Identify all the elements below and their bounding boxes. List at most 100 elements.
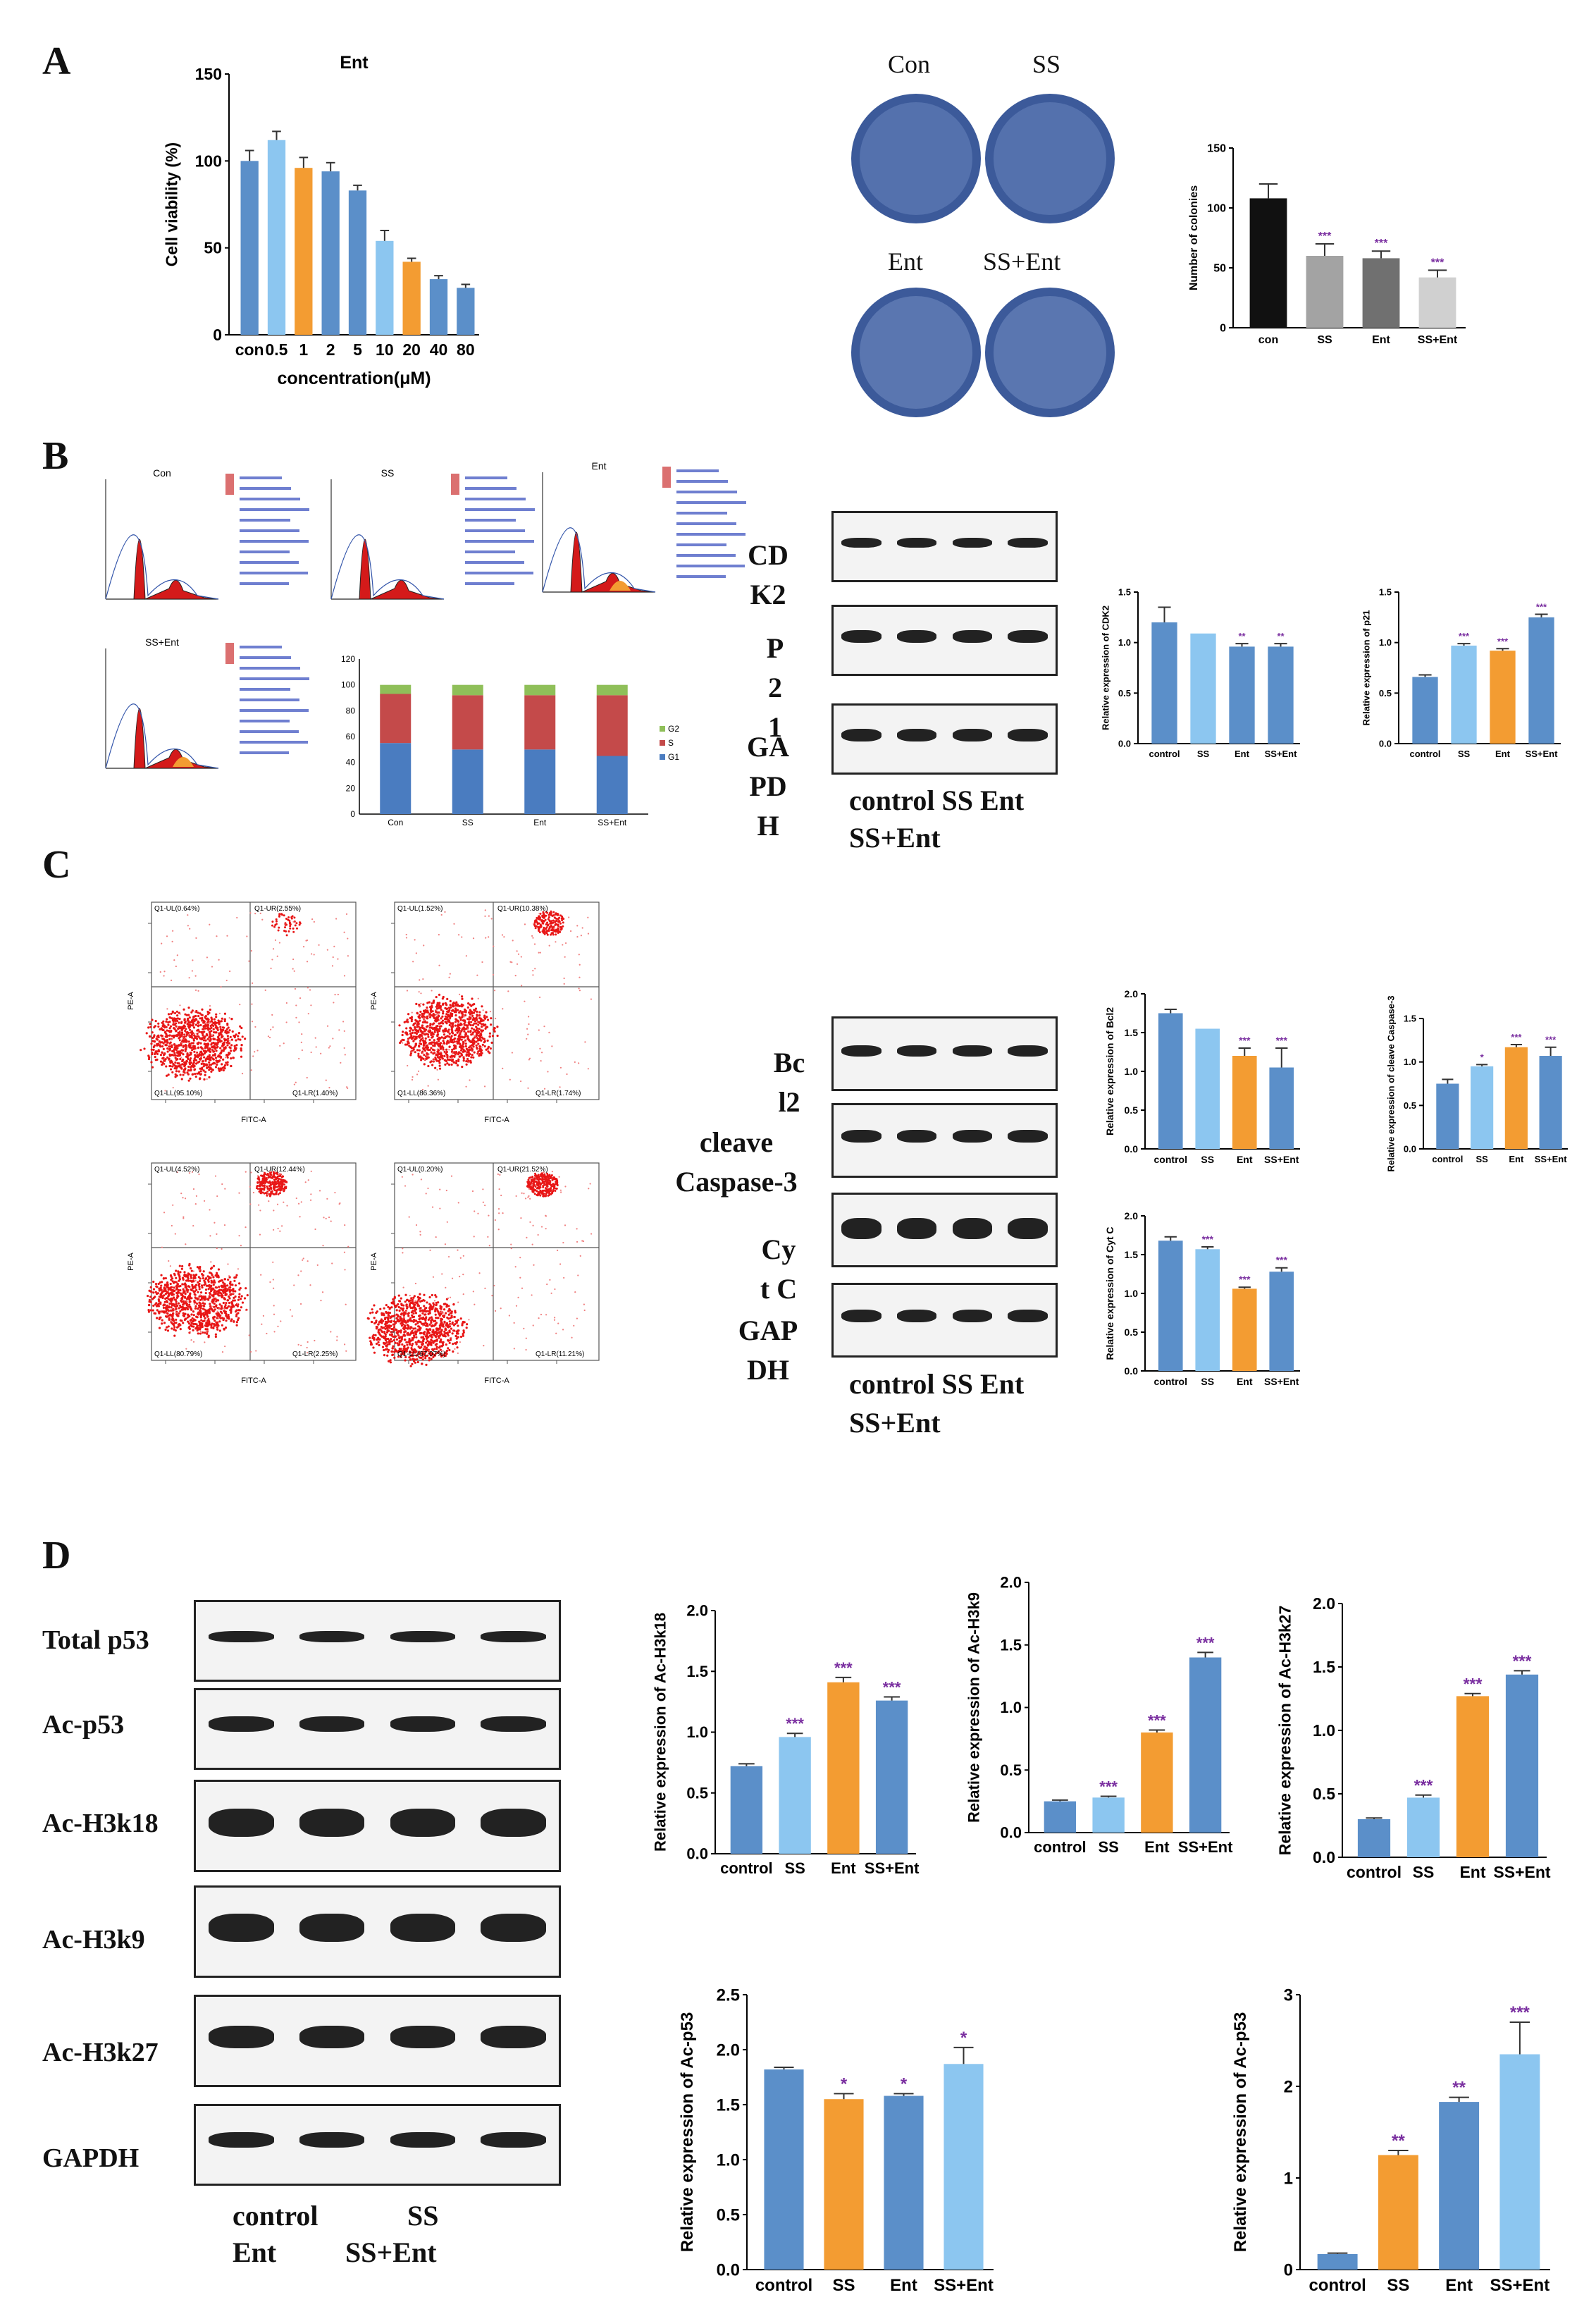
significance-mark: ***: [1431, 257, 1445, 269]
bar: [457, 288, 475, 335]
x-tick-label: 5: [353, 340, 362, 359]
chart-c-bcl2: 0.0 0.5 1.0 1.5 2.0 control SS *** Ent *** SS+Ent R…: [1104, 988, 1300, 1165]
y-tick-label: 2.0: [686, 1602, 708, 1620]
fit-curve: [542, 527, 656, 593]
x-tick-label: SS: [784, 1859, 805, 1877]
significance-mark: ***: [1545, 1035, 1557, 1045]
flow-plot-control: Q1-UL(0.64%) Q1-UR(2.55%) Q1-LL(95.10%) Q1-…: [127, 901, 357, 1124]
blot-band: [1008, 1217, 1048, 1239]
y-tick-label: 0.5: [1313, 1785, 1335, 1803]
y-tick-label: 2.0: [1125, 1210, 1139, 1221]
y-tick-label: 50: [204, 239, 222, 257]
bar: [1092, 1797, 1125, 1833]
y-tick-label: 1.5: [1125, 1027, 1139, 1038]
bar: [1195, 1028, 1220, 1149]
x-tick-label: control: [1154, 1376, 1187, 1387]
blot-band: [390, 1913, 456, 1942]
legend-key: [662, 467, 671, 488]
significance-mark: ***: [1318, 230, 1332, 242]
bar: [1528, 617, 1554, 744]
y-tick-label: 2.5: [717, 1986, 740, 2005]
plate-ss: [985, 94, 1115, 223]
quadrant-label-ll: Q1-LL(95.10%): [154, 1090, 202, 1097]
y-tick-label: 2.0: [1313, 1594, 1335, 1613]
y-tick-label: 0.0: [686, 1845, 708, 1863]
blot-band: [481, 1913, 546, 1942]
bar: [1471, 1066, 1494, 1149]
stack-segment: [380, 743, 412, 814]
bar: [267, 140, 286, 335]
y-tick-label: 3: [1284, 1986, 1293, 2005]
bar: [1229, 646, 1255, 744]
bar: [1490, 651, 1516, 744]
significance-mark: ***: [1099, 1778, 1118, 1796]
blot-band: [1008, 538, 1048, 548]
bar: [730, 1766, 763, 1854]
stats-text-line: [676, 554, 736, 557]
x-tick-label: 2: [326, 340, 335, 359]
y-tick-label: 0: [1284, 2260, 1293, 2279]
bar: [402, 261, 421, 335]
blot-label-bcl2: Bc l2: [773, 1047, 805, 1118]
significance-mark: ***: [1196, 1634, 1215, 1651]
scatter-points: [366, 1171, 593, 1367]
significance-mark: ***: [1239, 1274, 1251, 1285]
bar: [1189, 1657, 1222, 1833]
chart-title: Ent: [340, 53, 369, 73]
bar: [824, 2099, 864, 2270]
blot-band: [390, 1809, 456, 1837]
y-tick-label: 0: [213, 326, 222, 344]
stats-text-line: [465, 476, 507, 479]
bar: [1378, 2155, 1418, 2270]
x-axis-label: FITC-A: [241, 1377, 266, 1385]
y-tick-label: 0.0: [1125, 1143, 1139, 1155]
histogram-title: SS+Ent: [145, 636, 179, 648]
x-tick-label: 0.5: [266, 340, 288, 359]
blot-band: [209, 2025, 274, 2048]
bar: [779, 1737, 811, 1854]
blot-band: [952, 538, 993, 548]
x-tick-label: SS: [1317, 334, 1332, 346]
blot-label-ac-h3k27: Ac-H3k27: [42, 2038, 159, 2067]
stats-text-line: [676, 501, 746, 504]
x-tick-label: SS+Ent: [1264, 1154, 1299, 1165]
blot-ac-p53: [194, 1688, 561, 1770]
x-tick-label: 10: [376, 340, 394, 359]
y-tick-label: 0.0: [1125, 1365, 1139, 1377]
y-tick-label: 0.5: [1404, 1100, 1416, 1111]
blot-band: [299, 2132, 365, 2148]
x-tick-label: SS+Ent: [1178, 1838, 1233, 1856]
quadrant-label-ur: Q1-UR(12.44%): [254, 1166, 305, 1174]
legend-key: [225, 643, 234, 664]
significance-mark: **: [1452, 2079, 1466, 2098]
stats-text-line: [465, 572, 533, 574]
scatter-points: [140, 912, 349, 1092]
blot-label-cytc: Cy t C: [760, 1233, 798, 1305]
stats-text-line: [240, 550, 290, 553]
legend-label: G2: [668, 724, 679, 734]
quadrant-label-lr: Q1-LR(1.40%): [292, 1090, 338, 1097]
y-tick-label: 1.5: [717, 2095, 740, 2115]
stack-segment: [452, 684, 483, 696]
y-tick-label: 1.0: [1000, 1699, 1022, 1716]
fit-curve: [330, 534, 445, 600]
x-tick-label: SS: [1098, 1838, 1118, 1856]
stats-text-line: [240, 646, 282, 648]
blot-band: [390, 2025, 456, 2048]
stack-segment: [524, 749, 556, 814]
chart-d-p53a: 0.0 0.5 1.0 1.5 2.0 2.5 control * SS * Ent * SS+Ent R…: [678, 1986, 994, 2295]
x-tick-label: SS: [1197, 749, 1210, 759]
lane-label-d-ent: Ent: [233, 2236, 277, 2268]
plate-label-ssent: SS+Ent: [983, 247, 1061, 276]
y-tick-label: 0.0: [1118, 739, 1131, 749]
bar: [1151, 622, 1177, 744]
y-tick-label: 120: [341, 654, 355, 664]
x-tick-label: SS+Ent: [1535, 1154, 1568, 1164]
blot-label-ac-p53: Ac-p53: [42, 1710, 125, 1740]
stats-text-line: [676, 491, 737, 493]
stack-segment: [596, 695, 628, 756]
plate-ent: [851, 288, 981, 417]
significance-mark: *: [841, 2074, 848, 2093]
stack-segment: [380, 684, 412, 694]
significance-mark: ***: [883, 1678, 901, 1696]
